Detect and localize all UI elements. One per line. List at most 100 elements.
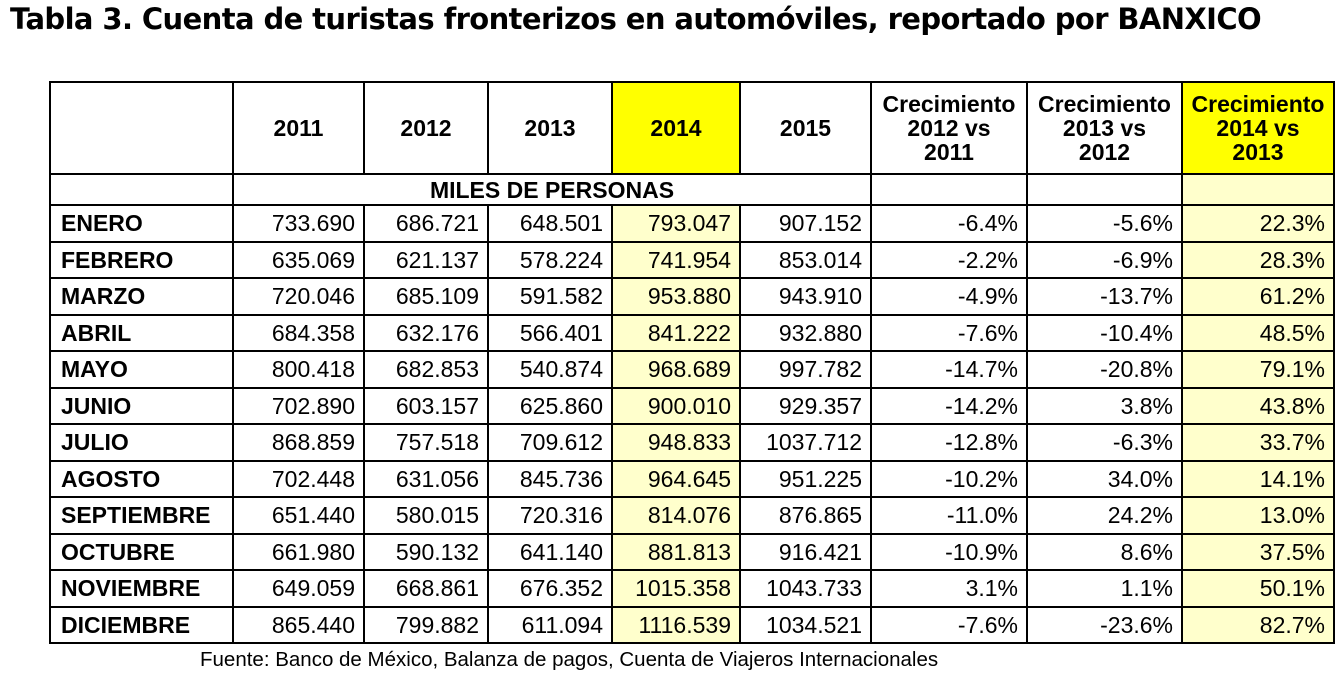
value-cell: 948.833 <box>611 423 741 462</box>
month-cell: JULIO <box>49 423 234 462</box>
table-row: JUNIO 702.890 603.157 625.860 900.010 929.357… <box>49 386 1335 425</box>
value-cell: 865.440 <box>232 605 365 644</box>
value-cell: 1116.539 <box>611 605 741 644</box>
value-cell: 566.401 <box>487 313 613 352</box>
value-cell: 33.7% <box>1181 423 1335 462</box>
header-cell-highlighted: 2014 <box>611 81 741 175</box>
value-cell: -6.3% <box>1026 423 1183 462</box>
value-cell: 61.2% <box>1181 277 1335 316</box>
value-cell: 37.5% <box>1181 532 1335 571</box>
month-cell: ABRIL <box>49 313 234 352</box>
value-cell: 1037.712 <box>739 423 872 462</box>
value-cell: 43.8% <box>1181 386 1335 425</box>
value-cell: 686.721 <box>363 204 489 243</box>
value-cell: 900.010 <box>611 386 741 425</box>
table-row: FEBRERO 635.069 621.137 578.224 741.954 853.0… <box>49 240 1335 279</box>
table-row: ENERO 733.690 686.721 648.501 793.047 907.152… <box>49 204 1335 243</box>
table-title: Tabla 3. Cuenta de turistas fronterizos … <box>10 2 1262 36</box>
value-cell: 625.860 <box>487 386 613 425</box>
value-cell: 964.645 <box>611 459 741 498</box>
header-cell: 2011 <box>232 81 365 175</box>
month-cell: AGOSTO <box>49 459 234 498</box>
value-cell: 82.7% <box>1181 605 1335 644</box>
value-cell: 641.140 <box>487 532 613 571</box>
table-row: OCTUBRE 661.980 590.132 641.140 881.813 916.4… <box>49 532 1335 571</box>
value-cell: 28.3% <box>1181 240 1335 279</box>
value-cell: -20.8% <box>1026 350 1183 389</box>
tourists-table: 2011 2012 2013 2014 2015 Crecimiento 201… <box>49 81 1335 644</box>
value-cell: 720.316 <box>487 496 613 535</box>
value-cell: -10.2% <box>870 459 1028 498</box>
value-cell: -2.2% <box>870 240 1028 279</box>
month-cell: NOVIEMBRE <box>49 569 234 608</box>
value-cell: 702.448 <box>232 459 365 498</box>
value-cell: 943.910 <box>739 277 872 316</box>
value-cell: 932.880 <box>739 313 872 352</box>
month-cell: MARZO <box>49 277 234 316</box>
unit-label: MILES DE PERSONAS <box>232 173 872 206</box>
value-cell: -6.9% <box>1026 240 1183 279</box>
month-cell: MAYO <box>49 350 234 389</box>
value-cell: 34.0% <box>1026 459 1183 498</box>
value-cell: -23.6% <box>1026 605 1183 644</box>
value-cell: 733.690 <box>232 204 365 243</box>
value-cell: 853.014 <box>739 240 872 279</box>
header-row: 2011 2012 2013 2014 2015 Crecimiento 201… <box>49 81 1335 175</box>
value-cell: 757.518 <box>363 423 489 462</box>
table-row: NOVIEMBRE 649.059 668.861 676.352 1015.358 10… <box>49 569 1335 608</box>
value-cell: 709.612 <box>487 423 613 462</box>
value-cell: 968.689 <box>611 350 741 389</box>
table-row: DICIEMBRE 865.440 799.882 611.094 1116.539 10… <box>49 605 1335 644</box>
header-cell <box>49 81 234 175</box>
value-cell: 793.047 <box>611 204 741 243</box>
value-cell: -13.7% <box>1026 277 1183 316</box>
value-cell: 648.501 <box>487 204 613 243</box>
unit-empty-cell <box>1181 173 1335 206</box>
value-cell: 702.890 <box>232 386 365 425</box>
header-cell: 2015 <box>739 81 872 175</box>
value-cell: 1015.358 <box>611 569 741 608</box>
header-cell: Crecimiento 2012 vs 2011 <box>870 81 1028 175</box>
header-cell: 2012 <box>363 81 489 175</box>
source-note: Fuente: Banco de México, Balanza de pago… <box>200 648 939 671</box>
value-cell: -6.4% <box>870 204 1028 243</box>
table-row: SEPTIEMBRE 651.440 580.015 720.316 814.076 87… <box>49 496 1335 535</box>
value-cell: -10.4% <box>1026 313 1183 352</box>
value-cell: 953.880 <box>611 277 741 316</box>
month-cell: FEBRERO <box>49 240 234 279</box>
month-cell: SEPTIEMBRE <box>49 496 234 535</box>
value-cell: 951.225 <box>739 459 872 498</box>
value-cell: 22.3% <box>1181 204 1335 243</box>
table-row: MAYO 800.418 682.853 540.874 968.689 997.782-… <box>49 350 1335 389</box>
value-cell: 876.865 <box>739 496 872 535</box>
value-cell: 50.1% <box>1181 569 1335 608</box>
month-cell: JUNIO <box>49 386 234 425</box>
value-cell: 720.046 <box>232 277 365 316</box>
value-cell: -11.0% <box>870 496 1028 535</box>
value-cell: 13.0% <box>1181 496 1335 535</box>
table-row: AGOSTO 702.448 631.056 845.736 964.645 951.22… <box>49 459 1335 498</box>
value-cell: 24.2% <box>1026 496 1183 535</box>
value-cell: 591.582 <box>487 277 613 316</box>
value-cell: 48.5% <box>1181 313 1335 352</box>
value-cell: 632.176 <box>363 313 489 352</box>
value-cell: -14.7% <box>870 350 1028 389</box>
unit-empty-cell <box>1026 173 1183 206</box>
value-cell: 685.109 <box>363 277 489 316</box>
unit-row: MILES DE PERSONAS <box>49 173 1335 206</box>
value-cell: 621.137 <box>363 240 489 279</box>
value-cell: 8.6% <box>1026 532 1183 571</box>
value-cell: -5.6% <box>1026 204 1183 243</box>
value-cell: -12.8% <box>870 423 1028 462</box>
value-cell: -4.9% <box>870 277 1028 316</box>
value-cell: -10.9% <box>870 532 1028 571</box>
value-cell: 651.440 <box>232 496 365 535</box>
value-cell: 682.853 <box>363 350 489 389</box>
value-cell: 881.813 <box>611 532 741 571</box>
value-cell: 799.882 <box>363 605 489 644</box>
value-cell: 635.069 <box>232 240 365 279</box>
value-cell: 916.421 <box>739 532 872 571</box>
value-cell: 14.1% <box>1181 459 1335 498</box>
value-cell: 845.736 <box>487 459 613 498</box>
value-cell: 79.1% <box>1181 350 1335 389</box>
